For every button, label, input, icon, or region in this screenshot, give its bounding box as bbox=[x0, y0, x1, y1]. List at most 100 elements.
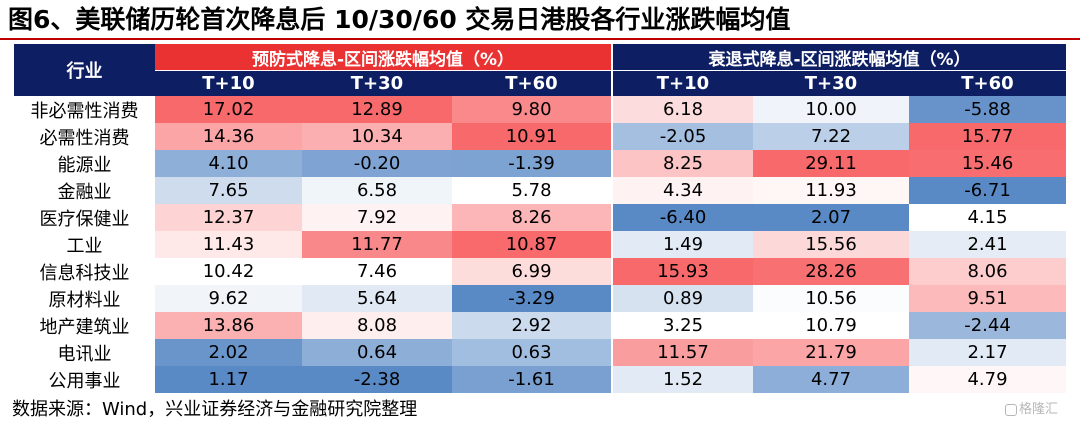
table-row: 电讯业 2.02 0.64 0.63 11.57 21.79 2.17 bbox=[14, 339, 1066, 366]
heatmap-cell: 13.86 bbox=[155, 312, 302, 339]
heatmap-cell: 4.10 bbox=[155, 150, 302, 177]
table-row: 公用事业 1.17 -2.38 -1.61 1.52 4.77 4.79 bbox=[14, 366, 1066, 393]
heatmap-cell: 10.42 bbox=[155, 258, 302, 285]
row-label: 金融业 bbox=[14, 177, 155, 204]
heatmap-cell: 9.62 bbox=[155, 285, 302, 312]
heatmap-cell: 2.41 bbox=[909, 231, 1066, 258]
heatmap-cell: 15.77 bbox=[909, 123, 1066, 150]
row-label: 电讯业 bbox=[14, 339, 155, 366]
watermark: 格隆汇 bbox=[1005, 401, 1058, 419]
heatmap-cell: -6.40 bbox=[611, 204, 753, 231]
table-row: 必需性消费 14.36 10.34 10.91 -2.05 7.22 15.77 bbox=[14, 123, 1066, 150]
row-label: 能源业 bbox=[14, 150, 155, 177]
heatmap-cell: 10.87 bbox=[452, 231, 612, 258]
heatmap-cell: 10.56 bbox=[753, 285, 909, 312]
heatmap-cell: 5.78 bbox=[452, 177, 612, 204]
heatmap-cell: 0.89 bbox=[611, 285, 753, 312]
source-note: 数据来源：Wind，兴业证券经济与金融研究院整理 bbox=[12, 399, 418, 420]
column-header: T+60 bbox=[452, 70, 612, 96]
row-label: 地产建筑业 bbox=[14, 312, 155, 339]
table-row: 信息科技业 10.42 7.46 6.99 15.93 28.26 8.06 bbox=[14, 258, 1066, 285]
row-label: 公用事业 bbox=[14, 366, 155, 393]
heatmap-cell: -1.39 bbox=[452, 150, 612, 177]
heatmap-cell: 10.91 bbox=[452, 123, 612, 150]
heatmap-cell: 7.22 bbox=[753, 123, 909, 150]
heatmap-cell: 0.63 bbox=[452, 339, 612, 366]
column-header: T+10 bbox=[611, 70, 753, 96]
heatmap-cell: 7.46 bbox=[302, 258, 452, 285]
table-row: 非必需性消费 17.02 12.89 9.80 6.18 10.00 -5.88 bbox=[14, 96, 1066, 123]
row-label: 工业 bbox=[14, 231, 155, 258]
heatmap-cell: 1.49 bbox=[611, 231, 753, 258]
group-header-recession: 衰退式降息-区间涨跌幅均值（%） bbox=[611, 44, 1066, 71]
heatmap-cell: 29.11 bbox=[753, 150, 909, 177]
heatmap-cell: 4.34 bbox=[611, 177, 753, 204]
table-row: 医疗保健业 12.37 7.92 8.26 -6.40 2.07 4.15 bbox=[14, 204, 1066, 231]
heatmap-cell: 5.64 bbox=[302, 285, 452, 312]
column-header: T+30 bbox=[302, 70, 452, 96]
heatmap-cell: 4.77 bbox=[753, 366, 909, 393]
heatmap-cell: 2.17 bbox=[909, 339, 1066, 366]
column-header: T+10 bbox=[155, 70, 302, 96]
heatmap-cell: 2.02 bbox=[155, 339, 302, 366]
column-header: T+60 bbox=[909, 70, 1066, 96]
heatmap-cell: 14.36 bbox=[155, 123, 302, 150]
heatmap-cell: 8.25 bbox=[611, 150, 753, 177]
row-label: 原材料业 bbox=[14, 285, 155, 312]
row-header-label: 行业 bbox=[14, 44, 155, 96]
heatmap-cell: -2.38 bbox=[302, 366, 452, 393]
heatmap-cell: 12.37 bbox=[155, 204, 302, 231]
watermark-text: 格隆汇 bbox=[1019, 402, 1059, 417]
heatmap-cell: -6.71 bbox=[909, 177, 1066, 204]
heatmap-cell: 9.80 bbox=[452, 96, 612, 123]
heatmap-cell: 10.00 bbox=[753, 96, 909, 123]
group-header-preventive: 预防式降息-区间涨跌幅均值（%） bbox=[155, 44, 612, 71]
row-label: 非必需性消费 bbox=[14, 96, 155, 123]
table-row: 能源业 4.10 -0.20 -1.39 8.25 29.11 15.46 bbox=[14, 150, 1066, 177]
heatmap-cell: 1.17 bbox=[155, 366, 302, 393]
heatmap-cell: 10.79 bbox=[753, 312, 909, 339]
heatmap-cell: 8.26 bbox=[452, 204, 612, 231]
heatmap-cell: 11.43 bbox=[155, 231, 302, 258]
heatmap-cell: 12.89 bbox=[302, 96, 452, 123]
heatmap-cell: 15.56 bbox=[753, 231, 909, 258]
heatmap-cell: 2.07 bbox=[753, 204, 909, 231]
watermark-logo-icon bbox=[1005, 403, 1017, 416]
heatmap-cell: 28.26 bbox=[753, 258, 909, 285]
heatmap-cell: -0.20 bbox=[302, 150, 452, 177]
heatmap-cell: 11.57 bbox=[611, 339, 753, 366]
heatmap-cell: 7.92 bbox=[302, 204, 452, 231]
heatmap-cell: 8.08 bbox=[302, 312, 452, 339]
heatmap-cell: 6.58 bbox=[302, 177, 452, 204]
heatmap-body: 非必需性消费 17.02 12.89 9.80 6.18 10.00 -5.88 必需性消费 1… bbox=[14, 96, 1066, 393]
heatmap-cell: 0.64 bbox=[302, 339, 452, 366]
heatmap-cell: 10.34 bbox=[302, 123, 452, 150]
heatmap-table: 行业 预防式降息-区间涨跌幅均值（%） 衰退式降息-区间涨跌幅均值（%） T+1… bbox=[14, 44, 1066, 393]
heatmap-cell: 2.92 bbox=[452, 312, 612, 339]
heatmap-cell: -3.29 bbox=[452, 285, 612, 312]
row-label: 信息科技业 bbox=[14, 258, 155, 285]
heatmap-cell: 8.06 bbox=[909, 258, 1066, 285]
heatmap-cell: 21.79 bbox=[753, 339, 909, 366]
heatmap-cell: -5.88 bbox=[909, 96, 1066, 123]
heatmap-cell: 15.93 bbox=[611, 258, 753, 285]
row-label: 医疗保健业 bbox=[14, 204, 155, 231]
table-row: 地产建筑业 13.86 8.08 2.92 3.25 10.79 -2.44 bbox=[14, 312, 1066, 339]
title-divider bbox=[0, 38, 1080, 40]
row-label: 必需性消费 bbox=[14, 123, 155, 150]
heatmap-cell: 1.52 bbox=[611, 366, 753, 393]
table-row: 原材料业 9.62 5.64 -3.29 0.89 10.56 9.51 bbox=[14, 285, 1066, 312]
heatmap-cell: -2.05 bbox=[611, 123, 753, 150]
heatmap-cell: 11.77 bbox=[302, 231, 452, 258]
heatmap-cell: -1.61 bbox=[452, 366, 612, 393]
heatmap-cell: 4.15 bbox=[909, 204, 1066, 231]
heatmap-cell: 9.51 bbox=[909, 285, 1066, 312]
heatmap-cell: 6.99 bbox=[452, 258, 612, 285]
heatmap-cell: 4.79 bbox=[909, 366, 1066, 393]
heatmap-cell: 17.02 bbox=[155, 96, 302, 123]
table-row: 金融业 7.65 6.58 5.78 4.34 11.93 -6.71 bbox=[14, 177, 1066, 204]
heatmap-cell: 11.93 bbox=[753, 177, 909, 204]
heatmap-cell: 15.46 bbox=[909, 150, 1066, 177]
table-row: 工业 11.43 11.77 10.87 1.49 15.56 2.41 bbox=[14, 231, 1066, 258]
heatmap-cell: 3.25 bbox=[611, 312, 753, 339]
